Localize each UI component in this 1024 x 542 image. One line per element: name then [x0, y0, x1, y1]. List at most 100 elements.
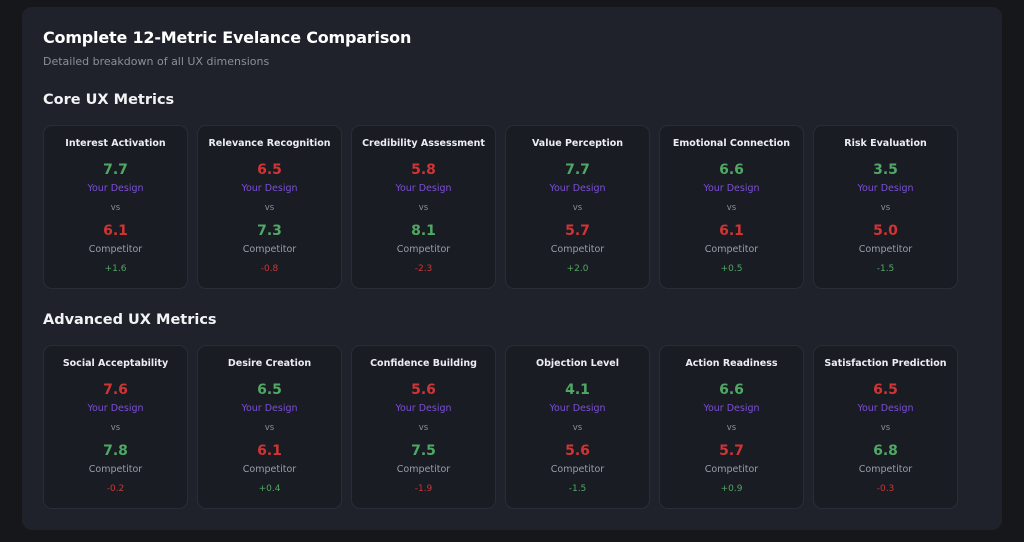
- your-design-label: Your Design: [703, 183, 760, 194]
- metric-name: Relevance Recognition: [208, 138, 331, 149]
- metric-card: Value Perception 7.7 Your Design vs 5.7 …: [505, 125, 650, 289]
- score-delta: -1.9: [414, 484, 433, 494]
- vs-label: vs: [418, 203, 429, 213]
- your-design-score: 7.7: [103, 162, 128, 178]
- score-delta: +2.0: [566, 264, 589, 274]
- vs-label: vs: [264, 423, 275, 433]
- metric-name: Confidence Building: [370, 358, 477, 369]
- competitor-label: Competitor: [242, 464, 297, 475]
- competitor-score: 5.7: [719, 443, 744, 459]
- your-design-score: 5.8: [411, 162, 436, 178]
- your-design-score: 7.7: [565, 162, 590, 178]
- competitor-label: Competitor: [396, 464, 451, 475]
- score-delta: -0.3: [876, 484, 895, 494]
- comparison-panel: Complete 12-Metric Evelance Comparison D…: [22, 7, 1002, 530]
- metric-card: Social Acceptability 7.6 Your Design vs …: [43, 345, 188, 509]
- your-design-label: Your Design: [395, 403, 452, 414]
- score-delta: +0.5: [720, 264, 743, 274]
- section-title-advanced: Advanced UX Metrics: [43, 312, 217, 328]
- page-subtitle: Detailed breakdown of all UX dimensions: [43, 55, 270, 68]
- your-design-label: Your Design: [703, 403, 760, 414]
- score-delta: -0.2: [106, 484, 125, 494]
- core-metrics-row: Interest Activation 7.7 Your Design vs 6…: [43, 125, 958, 289]
- metric-name: Objection Level: [536, 358, 619, 369]
- metric-name: Satisfaction Prediction: [824, 358, 947, 369]
- your-design-score: 6.6: [719, 382, 744, 398]
- competitor-label: Competitor: [88, 244, 143, 255]
- your-design-score: 7.6: [103, 382, 128, 398]
- your-design-label: Your Design: [857, 403, 914, 414]
- competitor-score: 8.1: [411, 223, 436, 239]
- your-design-score: 4.1: [565, 382, 590, 398]
- score-delta: +1.6: [104, 264, 127, 274]
- competitor-label: Competitor: [858, 244, 913, 255]
- your-design-label: Your Design: [241, 183, 298, 194]
- section-title-core: Core UX Metrics: [43, 92, 175, 108]
- your-design-label: Your Design: [549, 183, 606, 194]
- metric-card: Risk Evaluation 3.5 Your Design vs 5.0 C…: [813, 125, 958, 289]
- score-delta: -2.3: [414, 264, 433, 274]
- competitor-score: 7.5: [411, 443, 436, 459]
- your-design-score: 5.6: [411, 382, 436, 398]
- vs-label: vs: [880, 423, 891, 433]
- your-design-label: Your Design: [395, 183, 452, 194]
- your-design-label: Your Design: [857, 183, 914, 194]
- competitor-label: Competitor: [396, 244, 451, 255]
- your-design-label: Your Design: [87, 183, 144, 194]
- score-delta: +0.9: [720, 484, 743, 494]
- metric-name: Action Readiness: [685, 358, 778, 369]
- vs-label: vs: [726, 203, 737, 213]
- competitor-label: Competitor: [550, 464, 605, 475]
- score-delta: -1.5: [568, 484, 587, 494]
- competitor-label: Competitor: [858, 464, 913, 475]
- competitor-score: 6.8: [873, 443, 898, 459]
- competitor-score: 7.3: [257, 223, 282, 239]
- your-design-score: 3.5: [873, 162, 898, 178]
- competitor-score: 5.6: [565, 443, 590, 459]
- competitor-score: 6.1: [257, 443, 282, 459]
- score-delta: +0.4: [258, 484, 281, 494]
- metric-card: Action Readiness 6.6 Your Design vs 5.7 …: [659, 345, 804, 509]
- metric-name: Credibility Assessment: [362, 138, 485, 149]
- metric-card: Desire Creation 6.5 Your Design vs 6.1 C…: [197, 345, 342, 509]
- competitor-label: Competitor: [704, 244, 759, 255]
- your-design-score: 6.6: [719, 162, 744, 178]
- metric-name: Value Perception: [531, 138, 624, 149]
- metric-name: Social Acceptability: [62, 358, 169, 369]
- your-design-label: Your Design: [549, 403, 606, 414]
- your-design-score: 6.5: [873, 382, 898, 398]
- metric-card: Emotional Connection 6.6 Your Design vs …: [659, 125, 804, 289]
- your-design-label: Your Design: [241, 403, 298, 414]
- vs-label: vs: [572, 203, 583, 213]
- your-design-label: Your Design: [87, 403, 144, 414]
- competitor-score: 5.0: [873, 223, 898, 239]
- vs-label: vs: [110, 203, 121, 213]
- metric-card: Confidence Building 5.6 Your Design vs 7…: [351, 345, 496, 509]
- metric-name: Interest Activation: [65, 138, 166, 149]
- vs-label: vs: [264, 203, 275, 213]
- competitor-label: Competitor: [88, 464, 143, 475]
- competitor-score: 7.8: [103, 443, 128, 459]
- competitor-label: Competitor: [704, 464, 759, 475]
- metric-name: Risk Evaluation: [844, 138, 927, 149]
- score-delta: -1.5: [876, 264, 895, 274]
- score-delta: -0.8: [260, 264, 279, 274]
- competitor-label: Competitor: [242, 244, 297, 255]
- vs-label: vs: [418, 423, 429, 433]
- competitor-label: Competitor: [550, 244, 605, 255]
- vs-label: vs: [110, 423, 121, 433]
- vs-label: vs: [572, 423, 583, 433]
- metric-card: Credibility Assessment 5.8 Your Design v…: [351, 125, 496, 289]
- metric-card: Satisfaction Prediction 6.5 Your Design …: [813, 345, 958, 509]
- your-design-score: 6.5: [257, 162, 282, 178]
- competitor-score: 6.1: [103, 223, 128, 239]
- vs-label: vs: [880, 203, 891, 213]
- competitor-score: 6.1: [719, 223, 744, 239]
- metric-name: Desire Creation: [227, 358, 312, 369]
- page-title: Complete 12-Metric Evelance Comparison: [43, 28, 412, 47]
- metric-card: Relevance Recognition 6.5 Your Design vs…: [197, 125, 342, 289]
- advanced-metrics-row: Social Acceptability 7.6 Your Design vs …: [43, 345, 958, 509]
- metric-card: Objection Level 4.1 Your Design vs 5.6 C…: [505, 345, 650, 509]
- metric-name: Emotional Connection: [672, 138, 791, 149]
- your-design-score: 6.5: [257, 382, 282, 398]
